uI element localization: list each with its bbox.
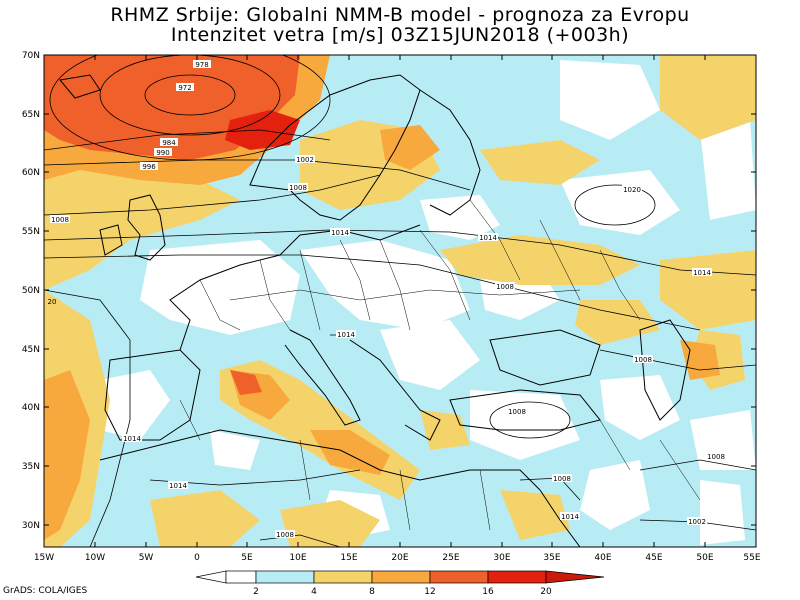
lon-label: 40E: [594, 553, 611, 563]
lat-label: 70N: [22, 51, 40, 61]
isobar-label: 20: [48, 298, 57, 306]
isobar-label: 1014: [479, 234, 497, 242]
isobar-label: 1014: [561, 513, 579, 521]
isobar-label: 1008: [707, 453, 725, 461]
lon-label: 5E: [241, 553, 253, 563]
isobar-label: 978: [195, 61, 208, 69]
isobar-label: 1002: [296, 156, 314, 164]
isobar-label: 1014: [693, 269, 711, 277]
lon-label: 5W: [139, 553, 154, 563]
colorbar-high-arrow: [545, 570, 605, 584]
lon-label: 45E: [645, 553, 662, 563]
lon-label: 15E: [340, 553, 357, 563]
isobar-label: 1008: [634, 356, 652, 364]
lat-label: 60N: [22, 168, 40, 178]
colorbar-low-arrow: [195, 570, 227, 584]
colorbar-label: 4: [311, 587, 317, 597]
colorbar-label: 2: [253, 587, 259, 597]
lon-label: 35E: [543, 553, 560, 563]
isobar-label: 1020: [623, 186, 641, 194]
isobar-label: 1002: [688, 518, 706, 526]
longitude-labels: 15W 10W 5W 0 5E 10E 15E 20E 25E 30E 35E …: [34, 553, 761, 563]
colorbar-swatch: [255, 570, 315, 584]
isobar-label: 990: [156, 149, 169, 157]
colorbar-label: 16: [482, 587, 494, 597]
lon-label: 25E: [442, 553, 459, 563]
lon-label: 15W: [34, 553, 54, 563]
colorbar-swatch: [225, 570, 257, 584]
lat-label: 30N: [22, 521, 40, 531]
lon-label: 20E: [391, 553, 408, 563]
chart-subtitle: Intenzitet vetra [m/s] 03Z15JUN2018 (+00…: [170, 24, 630, 46]
isobar-label: 1008: [508, 408, 526, 416]
isobar-label: 1008: [553, 475, 571, 483]
lon-label: 55E: [743, 553, 760, 563]
isobars: [44, 55, 756, 547]
isobar-label: 1008: [289, 184, 307, 192]
lat-label: 55N: [22, 227, 40, 237]
wind-field: 978 972 984 990 996 1002 1008 1014 1020 …: [44, 55, 756, 547]
isobar-labels: 978 972 984 990 996 1002 1008 1014 1020 …: [48, 60, 726, 539]
colorbar-swatch: [313, 570, 373, 584]
colorbar-label: 12: [424, 587, 435, 597]
isobar-label: 1014: [169, 482, 187, 490]
isobar-label: 1008: [276, 531, 294, 539]
isobar-label: 1008: [496, 283, 514, 291]
latitude-ticks: [44, 54, 756, 526]
chart-title: RHMZ Srbije: Globalni NMM-B model - prog…: [110, 4, 690, 26]
colorbar-swatch: [487, 570, 547, 584]
colorbar-swatch: [371, 570, 431, 584]
isobar-label: 1014: [123, 435, 141, 443]
colorbar-swatch: [429, 570, 489, 584]
lon-label: 10W: [85, 553, 105, 563]
isobar-label: 996: [142, 163, 156, 171]
colorbar-label: 8: [369, 587, 375, 597]
isobar-label: 972: [178, 84, 191, 92]
borders: [179, 199, 701, 531]
lat-label: 35N: [22, 462, 40, 472]
colorbar: 2 4 8 12 16 20: [195, 570, 605, 597]
colorbar-label: 20: [540, 587, 552, 597]
isobar-label: 1014: [331, 229, 349, 237]
lat-label: 65N: [22, 110, 40, 120]
latitude-labels: 70N 65N 60N 55N 50N 45N 40N 35N 30N: [22, 51, 40, 531]
lat-label: 50N: [22, 286, 40, 296]
lon-label: 10E: [289, 553, 306, 563]
lon-label: 50E: [696, 553, 713, 563]
longitude-ticks: [94, 55, 706, 547]
isobar-label: 984: [162, 139, 176, 147]
lat-label: 45N: [22, 345, 40, 355]
lat-label: 40N: [22, 403, 40, 413]
lon-label: 0: [194, 553, 200, 563]
lon-label: 30E: [493, 553, 510, 563]
isobar-label: 1008: [51, 216, 69, 224]
grads-credit: GrADS: COLA/IGES: [3, 586, 88, 596]
isobar-label: 1014: [337, 331, 355, 339]
